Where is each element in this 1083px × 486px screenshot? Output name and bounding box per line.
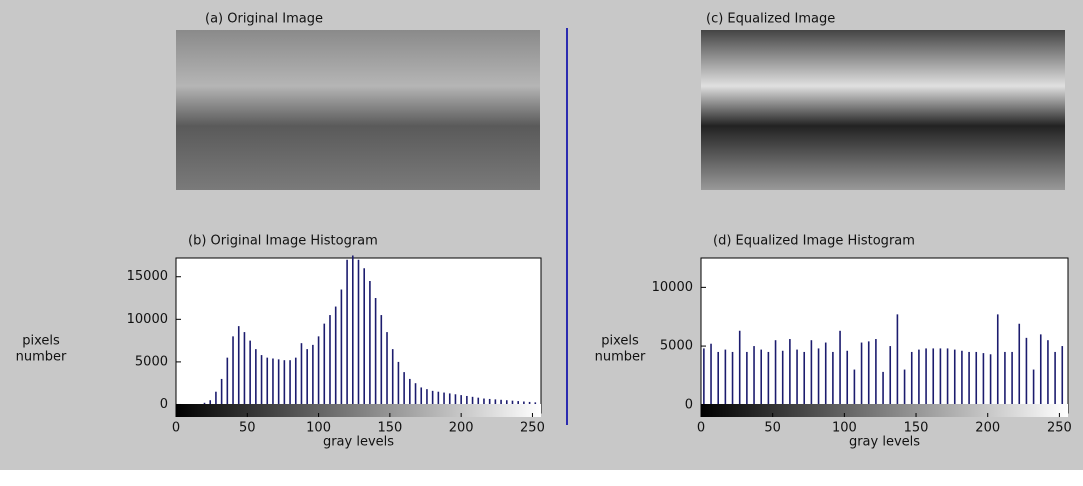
y-tick-label: 0	[685, 397, 693, 412]
y-axis-label: number	[16, 350, 67, 365]
colorbar	[701, 404, 1068, 417]
y-axis-label: pixels	[601, 334, 639, 349]
y-tick-label: 5000	[660, 339, 693, 354]
x-tick-label: 100	[306, 421, 331, 436]
y-tick-label: 10000	[652, 280, 693, 295]
chart-title: (b) Original Image Histogram	[188, 234, 378, 249]
colorbar	[176, 404, 541, 417]
y-tick-label: 15000	[127, 269, 168, 284]
original-image	[176, 30, 540, 190]
chart-title: (d) Equalized Image Histogram	[713, 234, 915, 249]
image-title: (a) Original Image	[205, 12, 323, 27]
x-tick-label: 50	[239, 421, 256, 436]
y-tick-label: 0	[160, 397, 168, 412]
x-tick-label: 100	[832, 421, 857, 436]
x-axis-label: gray levels	[849, 435, 920, 450]
x-tick-label: 150	[377, 421, 402, 436]
y-axis-label: number	[595, 350, 646, 365]
equalized-image	[701, 30, 1065, 190]
x-axis-label: gray levels	[323, 435, 394, 450]
x-tick-label: 250	[1047, 421, 1072, 436]
y-tick-label: 5000	[135, 354, 168, 369]
plot-area	[701, 258, 1068, 413]
y-tick-label: 10000	[127, 312, 168, 327]
image-title: (c) Equalized Image	[706, 12, 835, 27]
x-tick-label: 200	[975, 421, 1000, 436]
x-tick-label: 150	[904, 421, 929, 436]
figure: (a) Original Image (c) Equalized Image (…	[0, 0, 1083, 482]
x-tick-label: 0	[697, 421, 705, 436]
x-tick-label: 50	[764, 421, 781, 436]
x-tick-label: 250	[520, 421, 545, 436]
y-axis-label: pixels	[22, 334, 60, 349]
x-tick-label: 200	[449, 421, 474, 436]
x-tick-label: 0	[172, 421, 180, 436]
